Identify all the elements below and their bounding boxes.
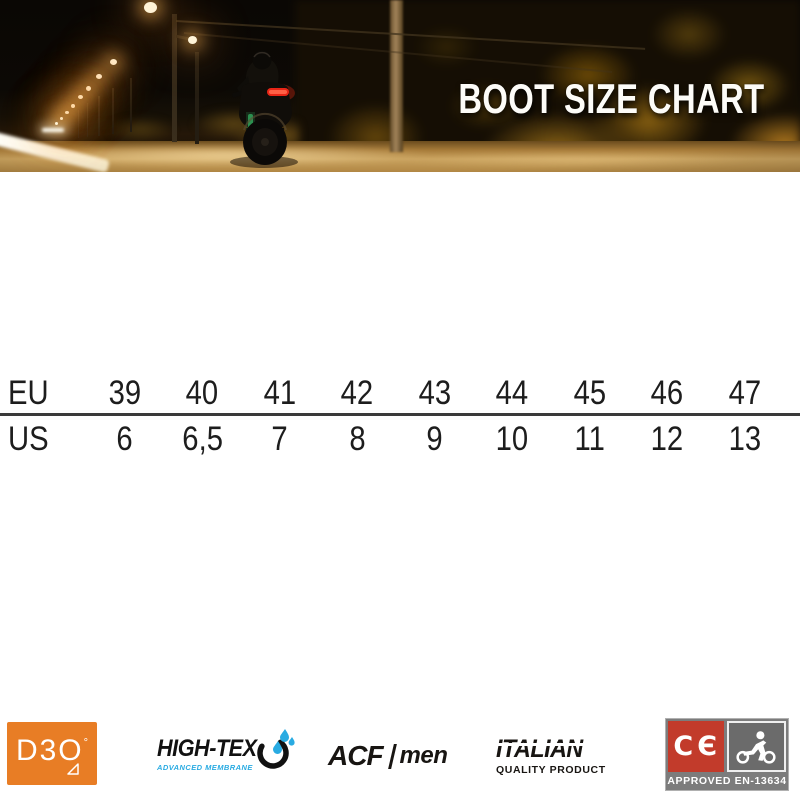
- size-cell: 11: [574, 419, 605, 458]
- ce-approval-text: APPROVED EN-13634: [667, 774, 787, 787]
- streetlight-glow: [65, 111, 69, 114]
- photo-vignette: [0, 0, 800, 172]
- hightex-logo-text: HIGH-TEX: [157, 735, 257, 762]
- size-cell: 7: [271, 419, 288, 458]
- streetlight-glow: [71, 104, 75, 108]
- distant-headlights-glow: [42, 128, 64, 132]
- size-cell: 6: [116, 419, 133, 458]
- ce-mark-text: CЄ: [673, 731, 722, 762]
- ce-mark-box: CЄ: [668, 721, 724, 772]
- size-cell: 40: [185, 373, 219, 412]
- acf-suffix-text: men: [399, 742, 448, 769]
- trees-backdrop-right: [295, 0, 800, 156]
- streetlight-pole: [78, 110, 79, 138]
- streetlight-glow: [86, 86, 91, 91]
- streetlight-pole: [195, 52, 199, 144]
- streetlight-pole: [112, 88, 114, 134]
- size-chart-divider: [0, 413, 800, 416]
- streetlight-glow: [110, 59, 117, 65]
- size-row-eu: EU 39 40 41 42 43 44 45 46 47: [0, 374, 800, 411]
- size-cell: 41: [263, 373, 297, 412]
- size-cell: 42: [340, 373, 374, 412]
- size-cell: 47: [728, 373, 762, 412]
- size-chart: EU 39 40 41 42 43 44 45 46 47 US 6 6,5 7…: [0, 374, 800, 457]
- size-cell: 6,5: [181, 419, 223, 458]
- streetlight-glow: [60, 117, 63, 120]
- streetlight-pole: [172, 14, 177, 142]
- streetlight-glow: [144, 2, 157, 13]
- streetlight-pole: [98, 96, 100, 136]
- size-cell: 46: [650, 373, 684, 412]
- hightex-logo: HIGH-TEX ADVANCED MEMBRANE: [157, 729, 307, 787]
- streetlight-glow: [96, 74, 102, 79]
- size-cell: 12: [650, 419, 684, 458]
- size-cell: 9: [426, 419, 443, 458]
- acf-men-logo: ACF men: [328, 740, 448, 771]
- size-row-label: EU: [8, 373, 49, 412]
- motorcycle-rider-silhouette: [230, 50, 298, 168]
- streetlight-pole: [87, 103, 88, 137]
- d3o-degree-mark: °: [83, 737, 89, 749]
- size-cell: 13: [728, 419, 762, 458]
- italian-logo-subtitle: QUALITY PRODUCT: [496, 764, 606, 776]
- streetlight-pole: [130, 78, 132, 132]
- motorcyclist-pictogram-box: [726, 721, 786, 772]
- banner-photo: BOOT SIZE CHART: [0, 0, 800, 172]
- d3o-logo-text: D3O°: [15, 734, 89, 767]
- utility-pole: [390, 0, 403, 152]
- size-cell: 44: [495, 373, 529, 412]
- streetlight-glow: [188, 36, 197, 44]
- size-cell: 10: [495, 419, 529, 458]
- hightex-subtitle: ADVANCED MEMBRANE: [157, 763, 253, 772]
- italian-quality-logo: ITALIAN QUALITY PRODUCT: [494, 737, 626, 776]
- d3o-logo: D3O°: [7, 722, 97, 785]
- banner-title: BOOT SIZE CHART: [457, 75, 764, 122]
- hightex-drops-icon: [257, 729, 295, 769]
- ce-approval-badge: CЄ APPROVED EN-13634: [665, 718, 789, 791]
- italian-logo-text: ITALIAN: [494, 737, 617, 762]
- size-cell: 8: [349, 419, 366, 458]
- size-cell: 45: [573, 373, 607, 412]
- d3o-triangle-icon: [67, 763, 79, 775]
- streetlight-glow: [78, 95, 83, 99]
- ce-badge-top: CЄ: [668, 721, 786, 772]
- acf-separator-bar: [387, 743, 397, 769]
- motorcyclist-icon: [736, 730, 776, 764]
- streetlight-glow: [55, 122, 58, 125]
- size-row-us: US 6 6,5 7 8 9 10 11 12 13: [0, 420, 800, 457]
- italian-logo-stripe: [494, 743, 616, 746]
- size-row-label: US: [8, 419, 49, 458]
- size-cell: 39: [108, 373, 142, 412]
- size-cell: 43: [418, 373, 452, 412]
- acf-brand-text: ACF: [328, 740, 384, 771]
